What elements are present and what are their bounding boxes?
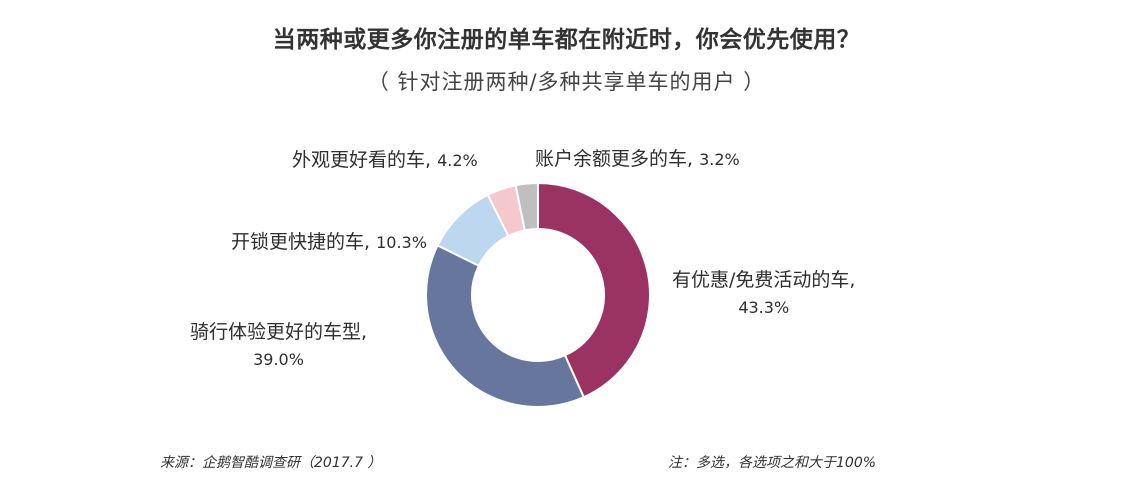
label-zhanghu: 账户余额更多的车, 3.2%: [535, 147, 740, 172]
label-youhui-pct: 43.3%: [738, 298, 790, 317]
label-youhui-name: 有优惠/免费活动的车,: [672, 269, 856, 291]
label-qixing-pct: 39.0%: [253, 350, 304, 369]
label-qixing-name: 骑行体验更好的车型,: [190, 321, 368, 343]
chart-subtitle: （ 针对注册两种/多种共享单车的用户 ）: [367, 70, 766, 94]
label-zhanghu-pct: 3.2%: [699, 150, 740, 169]
label-qixing: 骑行体验更好的车型, 39.0%: [190, 320, 367, 372]
label-kaisuo-name: 开锁更快捷的车,: [231, 231, 371, 253]
chart-title: 当两种或更多你注册的单车都在附近时，你会优先使用？: [272, 27, 861, 53]
label-waiguan: 外观更好看的车, 4.2%: [292, 148, 478, 173]
source-note: 来源：企鹅智酷调查研（2017.7 ）: [160, 455, 382, 471]
label-waiguan-name: 外观更好看的车,: [292, 149, 432, 171]
slice-zhanghu: [514, 181, 539, 232]
label-zhanghu-name: 账户余额更多的车,: [535, 148, 694, 170]
label-youhui: 有优惠/免费活动的车, 43.3%: [672, 268, 855, 320]
label-waiguan-pct: 4.2%: [437, 151, 478, 170]
multi-select-note: 注：多选，各选项之和大于100%: [668, 455, 877, 471]
slice-youhui: [537, 181, 651, 399]
slice-qixing: [425, 244, 586, 408]
label-kaisuo-pct: 10.3%: [376, 233, 427, 252]
label-kaisuo: 开锁更快捷的车, 10.3%: [231, 230, 427, 255]
